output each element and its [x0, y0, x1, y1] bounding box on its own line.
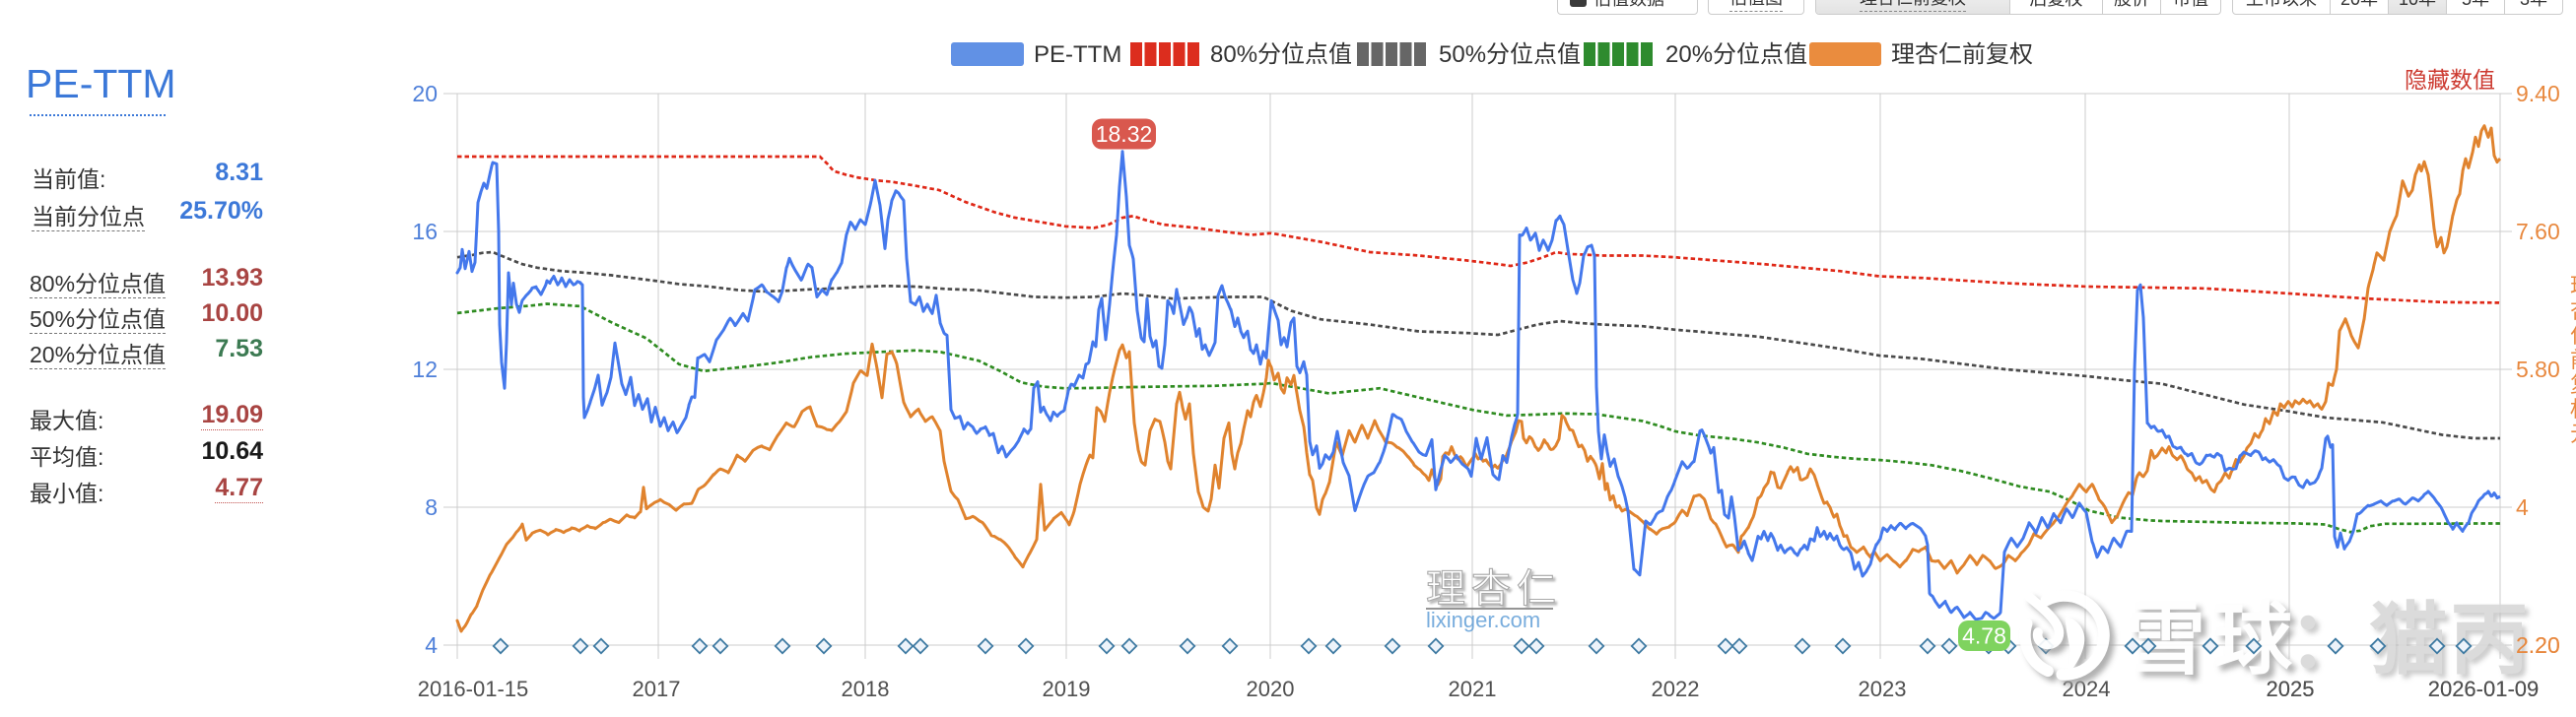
svg-text:2019: 2019 [1043, 677, 1091, 701]
svg-text:前: 前 [2570, 348, 2576, 372]
svg-text:雪球: 雪球 [2127, 596, 2300, 684]
svg-text:lixinger.com: lixinger.com [1426, 608, 1540, 632]
svg-text:2020: 2020 [1247, 677, 1295, 701]
svg-text:2022: 2022 [1652, 677, 1700, 701]
svg-text:2025: 2025 [2267, 677, 2315, 701]
svg-text:2018: 2018 [842, 677, 890, 701]
svg-text:隐藏数值: 隐藏数值 [2405, 67, 2495, 93]
svg-text:理杏仁: 理杏仁 [1426, 567, 1562, 611]
svg-text:仁: 仁 [2570, 323, 2576, 348]
svg-text:2026-01-09: 2026-01-09 [2428, 677, 2540, 701]
svg-text:9.40: 9.40 [2516, 81, 2560, 106]
svg-text:杏: 杏 [2570, 298, 2576, 323]
svg-text:2016-01-15: 2016-01-15 [418, 677, 529, 701]
svg-text:20: 20 [412, 81, 438, 106]
svg-text:元: 元 [2570, 422, 2576, 446]
svg-text:12: 12 [412, 357, 438, 382]
svg-text:80%分位点值: 80%分位点值 [1210, 41, 1352, 68]
svg-text:2023: 2023 [1859, 677, 1907, 701]
svg-text:2026-01-09: 2026-01-09 [2428, 677, 2540, 701]
svg-text:权: 权 [2570, 397, 2576, 422]
svg-text:复: 复 [2570, 372, 2576, 397]
svg-text:2017: 2017 [633, 677, 681, 701]
svg-text:2024: 2024 [2063, 677, 2111, 701]
svg-text:16: 16 [412, 219, 438, 244]
svg-text:4.78: 4.78 [1962, 623, 2006, 649]
svg-text:PE-TTM: PE-TTM [1034, 41, 1121, 68]
svg-text:2.20: 2.20 [2516, 632, 2560, 658]
svg-text:50%分位点值: 50%分位点值 [1439, 41, 1581, 68]
svg-text:2.20: 2.20 [2516, 632, 2560, 658]
svg-text:7.60: 7.60 [2516, 219, 2560, 244]
svg-text:理: 理 [2570, 274, 2576, 298]
svg-text:20%分位点值: 20%分位点值 [1665, 41, 1807, 68]
svg-text:5.80: 5.80 [2516, 357, 2560, 382]
svg-text:4: 4 [425, 632, 438, 658]
svg-text:4: 4 [2516, 494, 2529, 520]
svg-text:2021: 2021 [1449, 677, 1497, 701]
svg-text:理杏仁前复权: 理杏仁前复权 [1891, 41, 2033, 68]
svg-text:：猫丙: ：猫丙 [2288, 596, 2531, 684]
svg-text:18.32: 18.32 [1096, 121, 1153, 147]
svg-text:8: 8 [425, 494, 438, 520]
svg-text:2025: 2025 [2267, 677, 2315, 701]
